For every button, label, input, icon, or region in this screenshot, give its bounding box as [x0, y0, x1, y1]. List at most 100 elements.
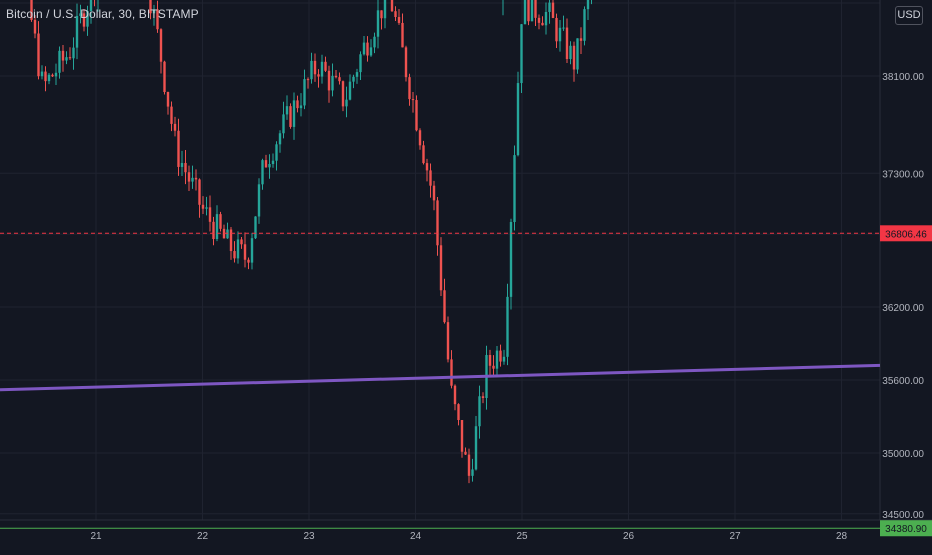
- candle-body: [236, 239, 240, 259]
- candle-body: [33, 19, 37, 34]
- candle-body: [299, 105, 303, 109]
- candle-body: [516, 83, 520, 156]
- candle-body: [352, 76, 355, 82]
- candle-body: [208, 207, 212, 222]
- candle-body: [446, 322, 450, 360]
- trend-line: [0, 363, 881, 392]
- candle-body: [86, 11, 89, 27]
- candle-body: [422, 145, 425, 164]
- candle-body: [156, 9, 159, 30]
- currency-button[interactable]: USD: [895, 6, 923, 25]
- candle-body: [562, 27, 565, 29]
- chart-title: Bitcoin / U.S. Dollar, 30, BITSTAMP: [6, 7, 199, 21]
- candle-body: [215, 214, 219, 240]
- candle-body: [285, 106, 289, 115]
- level-label: 36806.46: [885, 229, 927, 240]
- candle-body: [495, 350, 499, 369]
- candle-body: [460, 419, 464, 452]
- candle-body: [558, 27, 562, 42]
- grid: [0, 0, 880, 520]
- candle-body: [205, 207, 208, 209]
- candle-body: [226, 229, 229, 239]
- candle-body: [576, 38, 579, 70]
- candle-body: [394, 11, 397, 18]
- candle-body: [397, 17, 401, 23]
- candle-body: [492, 365, 495, 369]
- candle-body: [306, 79, 310, 81]
- candle-body: [443, 290, 446, 323]
- candle-body: [432, 185, 436, 201]
- candle-body: [268, 163, 271, 168]
- candle-body: [471, 469, 474, 476]
- candle-body: [457, 404, 460, 420]
- candle-body: [271, 160, 275, 164]
- candle-body: [415, 100, 418, 131]
- candle-body: [502, 356, 506, 362]
- candle-body: [250, 238, 254, 263]
- candle-body: [408, 77, 411, 100]
- candle-body: [243, 244, 247, 260]
- candle-body: [544, 11, 548, 26]
- candle-body: [275, 144, 278, 161]
- candle-body: [373, 36, 376, 48]
- candle-body: [467, 454, 471, 476]
- candle-body: [79, 13, 82, 16]
- candle-body: [425, 163, 429, 171]
- candle-body: [338, 77, 341, 82]
- candle-body: [380, 10, 383, 19]
- time-axis: 21 22 23 24 25 26 27 28: [90, 531, 847, 542]
- candle-body: [527, 0, 530, 22]
- price-tick-label: 34500.00: [882, 510, 924, 521]
- candle-body: [331, 75, 334, 91]
- candle-body: [194, 177, 198, 180]
- time-tick-label: 28: [836, 531, 848, 542]
- candle-body: [233, 251, 236, 259]
- candle-body: [65, 57, 68, 61]
- candle-body: [44, 71, 47, 82]
- candle-body: [450, 359, 453, 386]
- candle-body: [474, 426, 478, 470]
- candle-body: [191, 177, 194, 182]
- candle-body: [551, 2, 555, 18]
- candle-body: [159, 29, 163, 62]
- candle-body: [324, 61, 327, 71]
- candle-body: [61, 50, 65, 61]
- candle-body: [163, 61, 166, 93]
- candle-body: [201, 204, 205, 209]
- candle-body: [152, 9, 156, 14]
- candle-body: [149, 0, 152, 14]
- candle-body: [264, 160, 268, 168]
- candle-body: [289, 106, 292, 127]
- candle-body: [418, 130, 422, 146]
- candle-body: [481, 396, 485, 398]
- candle-body: [292, 100, 296, 127]
- candle-body: [47, 74, 51, 82]
- candle-body: [254, 216, 257, 239]
- level-label-bg: [880, 225, 932, 242]
- candle-body: [541, 22, 544, 26]
- candle-body: [58, 50, 61, 73]
- candle-body: [439, 245, 443, 291]
- candle-body: [376, 10, 380, 37]
- candle-body: [89, 0, 93, 12]
- candle-body: [401, 22, 404, 48]
- candle-body: [296, 100, 299, 109]
- candle-body: [530, 0, 534, 22]
- candle-body: [579, 38, 583, 41]
- candle-body: [534, 0, 537, 18]
- candle-body: [278, 133, 282, 145]
- candle-body: [198, 179, 201, 205]
- candle-body: [390, 0, 394, 12]
- candle-body: [317, 74, 320, 77]
- candle-body: [411, 99, 415, 101]
- time-tick-label: 22: [197, 531, 209, 542]
- candle-body: [219, 214, 222, 229]
- candle-body: [513, 155, 516, 223]
- candle-body: [184, 162, 187, 173]
- candle-body: [229, 229, 233, 252]
- candle-body: [310, 60, 313, 80]
- candle-body: [429, 170, 432, 186]
- candle-body: [345, 99, 348, 107]
